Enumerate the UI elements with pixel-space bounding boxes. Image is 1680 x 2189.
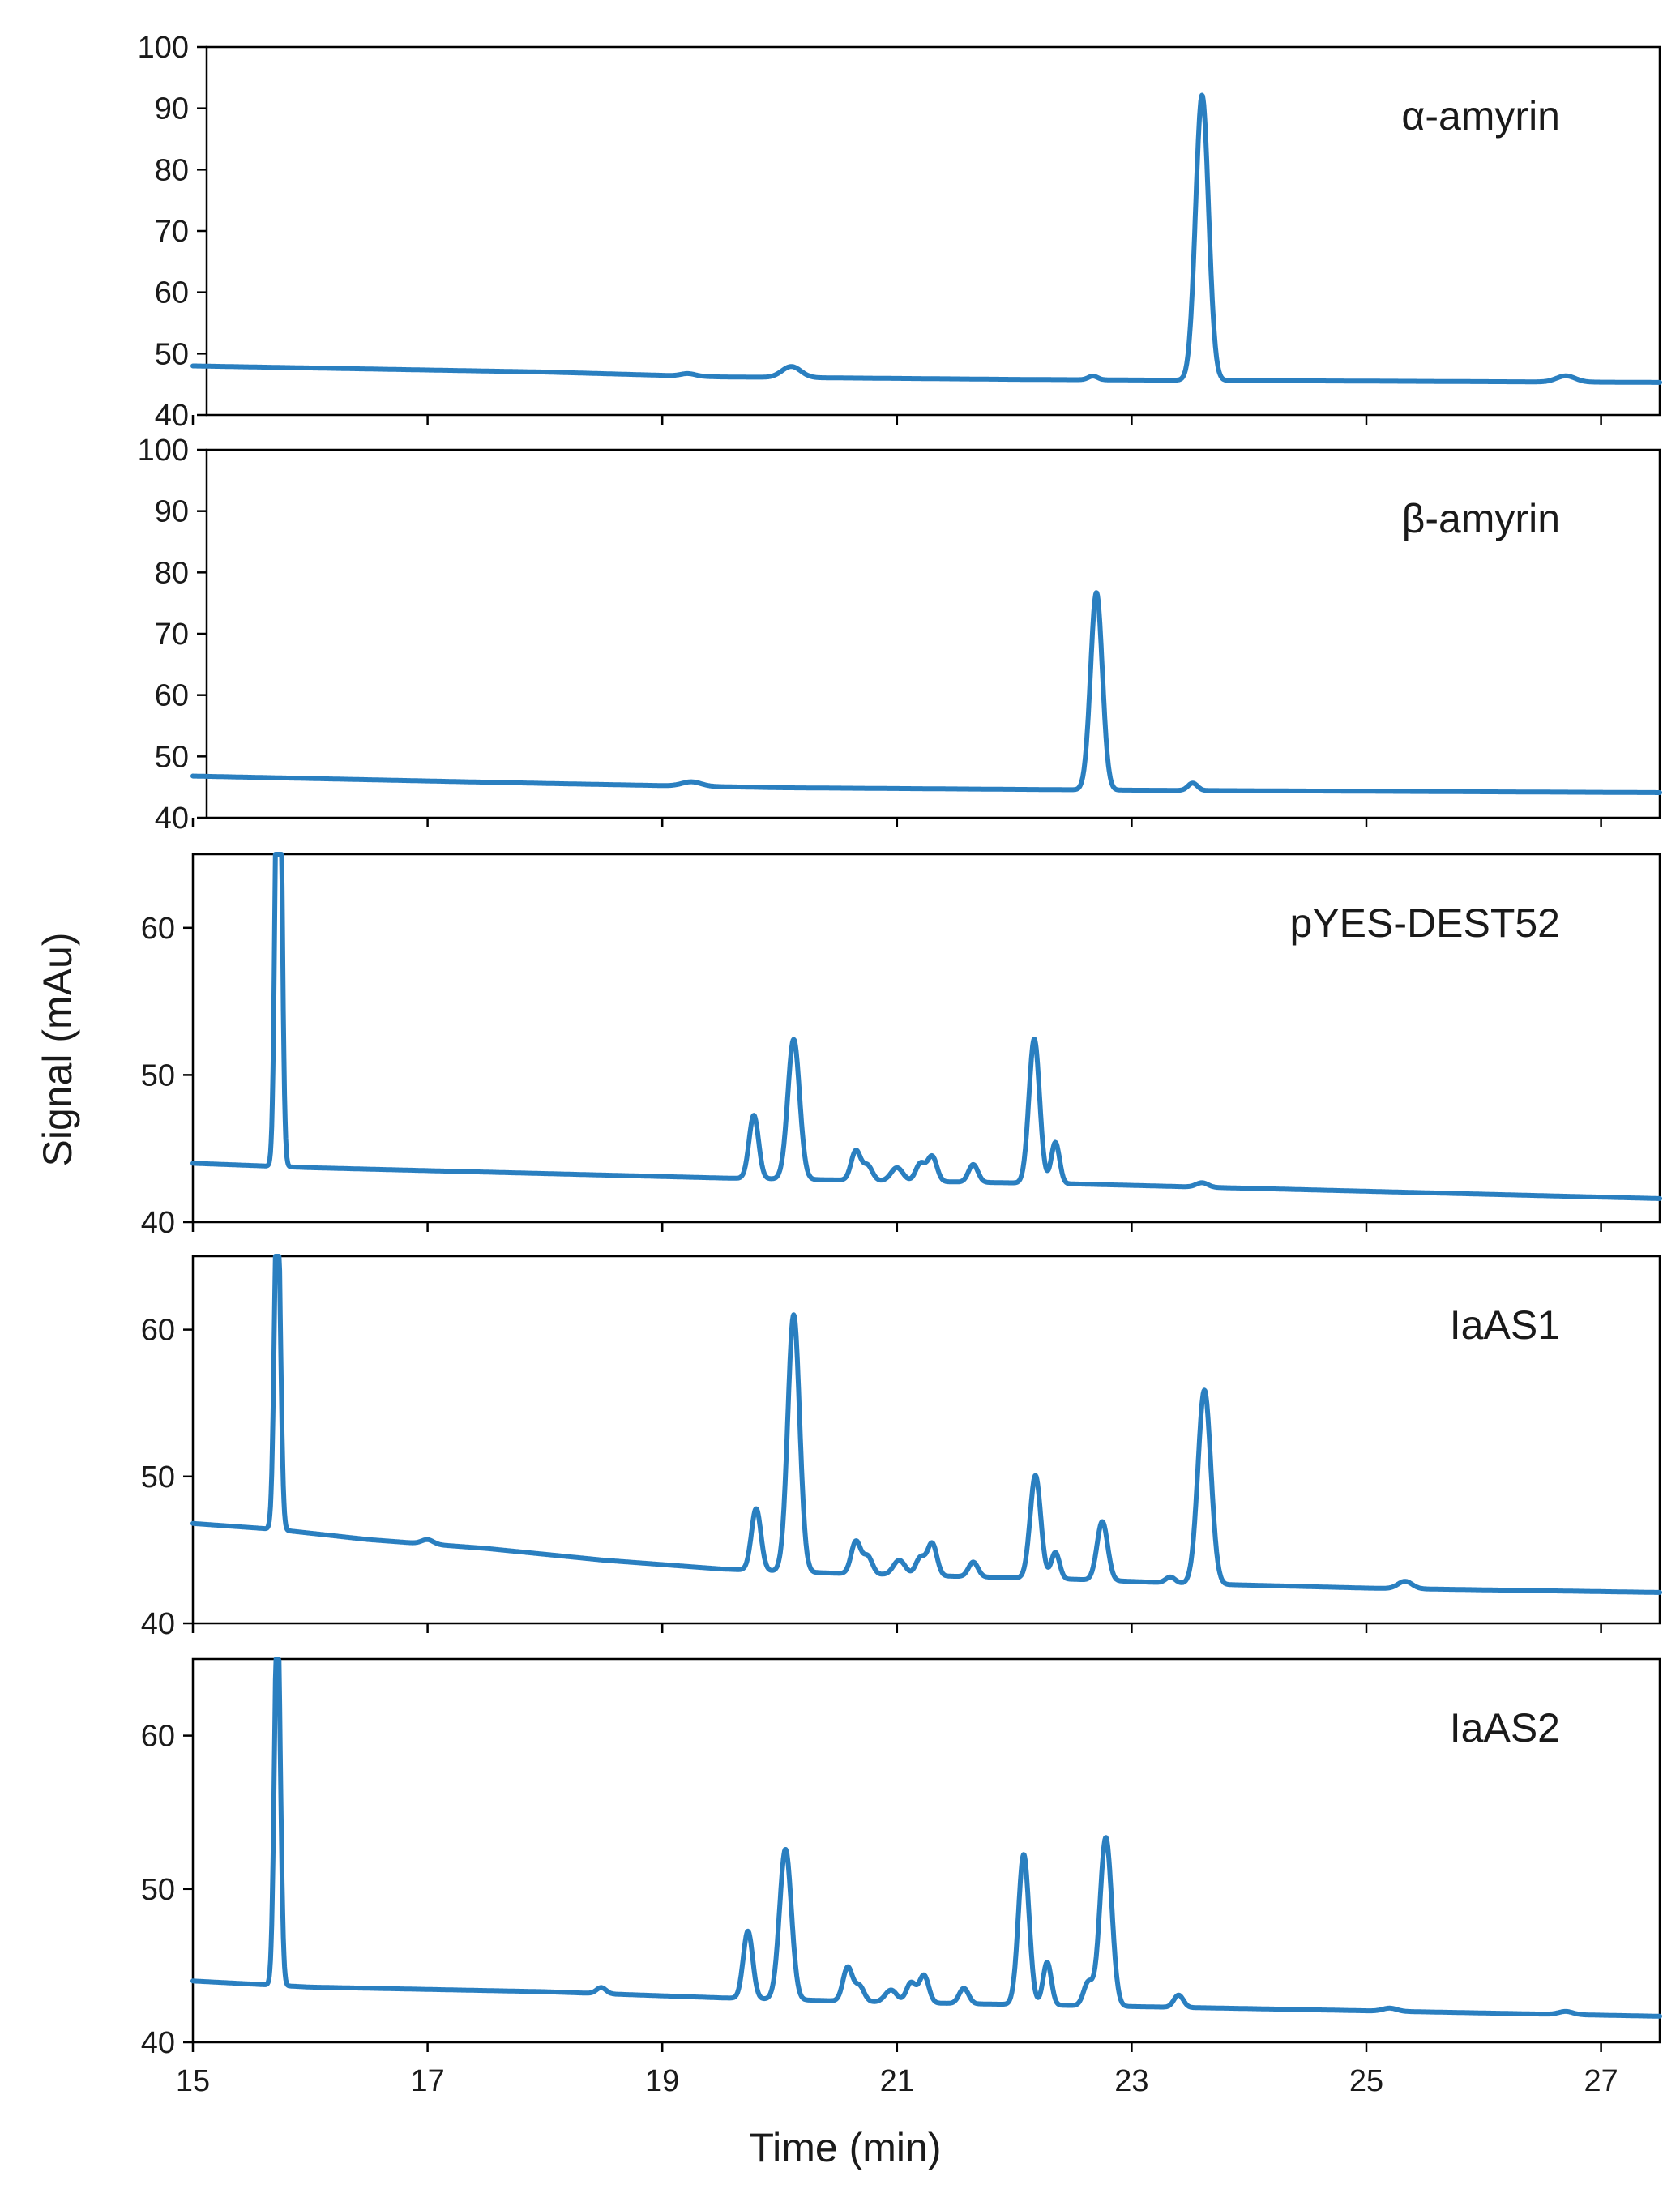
panel-label-3: pYES-DEST52 <box>1290 900 1560 946</box>
panel-frame-5 <box>191 1657 1661 2044</box>
y-tick-label-3-40: 40 <box>141 1206 175 1240</box>
x-tick-label-19: 19 <box>645 2064 679 2098</box>
y-tick-label-1-70: 70 <box>155 215 189 249</box>
y-tick-label-5-60: 60 <box>141 1720 175 1754</box>
y-tick-label-2-40: 40 <box>155 802 189 836</box>
trace-4 <box>190 1254 1662 1595</box>
y-axis-title: Signal (mAu) <box>35 933 80 1167</box>
panel-frame-4 <box>191 1255 1661 1625</box>
y-tick-label-3-50: 50 <box>141 1058 175 1092</box>
trace-3 <box>190 852 1662 1201</box>
y-tick-label-1-100: 100 <box>138 31 189 65</box>
y-tick-label-2-70: 70 <box>155 618 189 652</box>
y-tick-label-5-50: 50 <box>141 1873 175 1907</box>
panel-label-4: IaAS1 <box>1450 1302 1560 1348</box>
y-tick-label-2-60: 60 <box>155 679 189 713</box>
x-tick-label-17: 17 <box>410 2064 444 2098</box>
y-tick-label-4-40: 40 <box>141 1607 175 1641</box>
trace-1 <box>190 92 1662 385</box>
y-tick-label-1-60: 60 <box>155 276 189 310</box>
x-tick-label-23: 23 <box>1114 2064 1148 2098</box>
panel-label-1: α-amyrin <box>1401 93 1560 139</box>
trace-2 <box>190 590 1662 795</box>
y-tick-label-1-40: 40 <box>155 399 189 433</box>
y-tick-label-2-90: 90 <box>155 495 189 529</box>
y-tick-label-3-60: 60 <box>141 912 175 946</box>
y-tick-label-4-60: 60 <box>141 1314 175 1348</box>
y-tick-label-4-50: 50 <box>141 1460 175 1494</box>
y-tick-label-2-100: 100 <box>138 434 189 468</box>
panel-label-2: β-amyrin <box>1402 496 1560 541</box>
panel-frame-3 <box>191 853 1661 1224</box>
y-tick-label-2-50: 50 <box>155 740 189 774</box>
x-tick-label-27: 27 <box>1584 2064 1618 2098</box>
y-tick-label-2-80: 80 <box>155 556 189 590</box>
trace-5 <box>190 1657 1662 2019</box>
x-tick-label-25: 25 <box>1349 2064 1383 2098</box>
panel-label-5: IaAS2 <box>1450 1705 1560 1751</box>
x-tick-label-15: 15 <box>176 2064 210 2098</box>
x-tick-label-21: 21 <box>880 2064 914 2098</box>
y-tick-label-5-40: 40 <box>141 2026 175 2060</box>
y-tick-label-1-90: 90 <box>155 92 189 126</box>
y-tick-label-1-80: 80 <box>155 153 189 187</box>
x-axis-title: Time (min) <box>749 2125 941 2170</box>
y-tick-label-1-50: 50 <box>155 337 189 371</box>
